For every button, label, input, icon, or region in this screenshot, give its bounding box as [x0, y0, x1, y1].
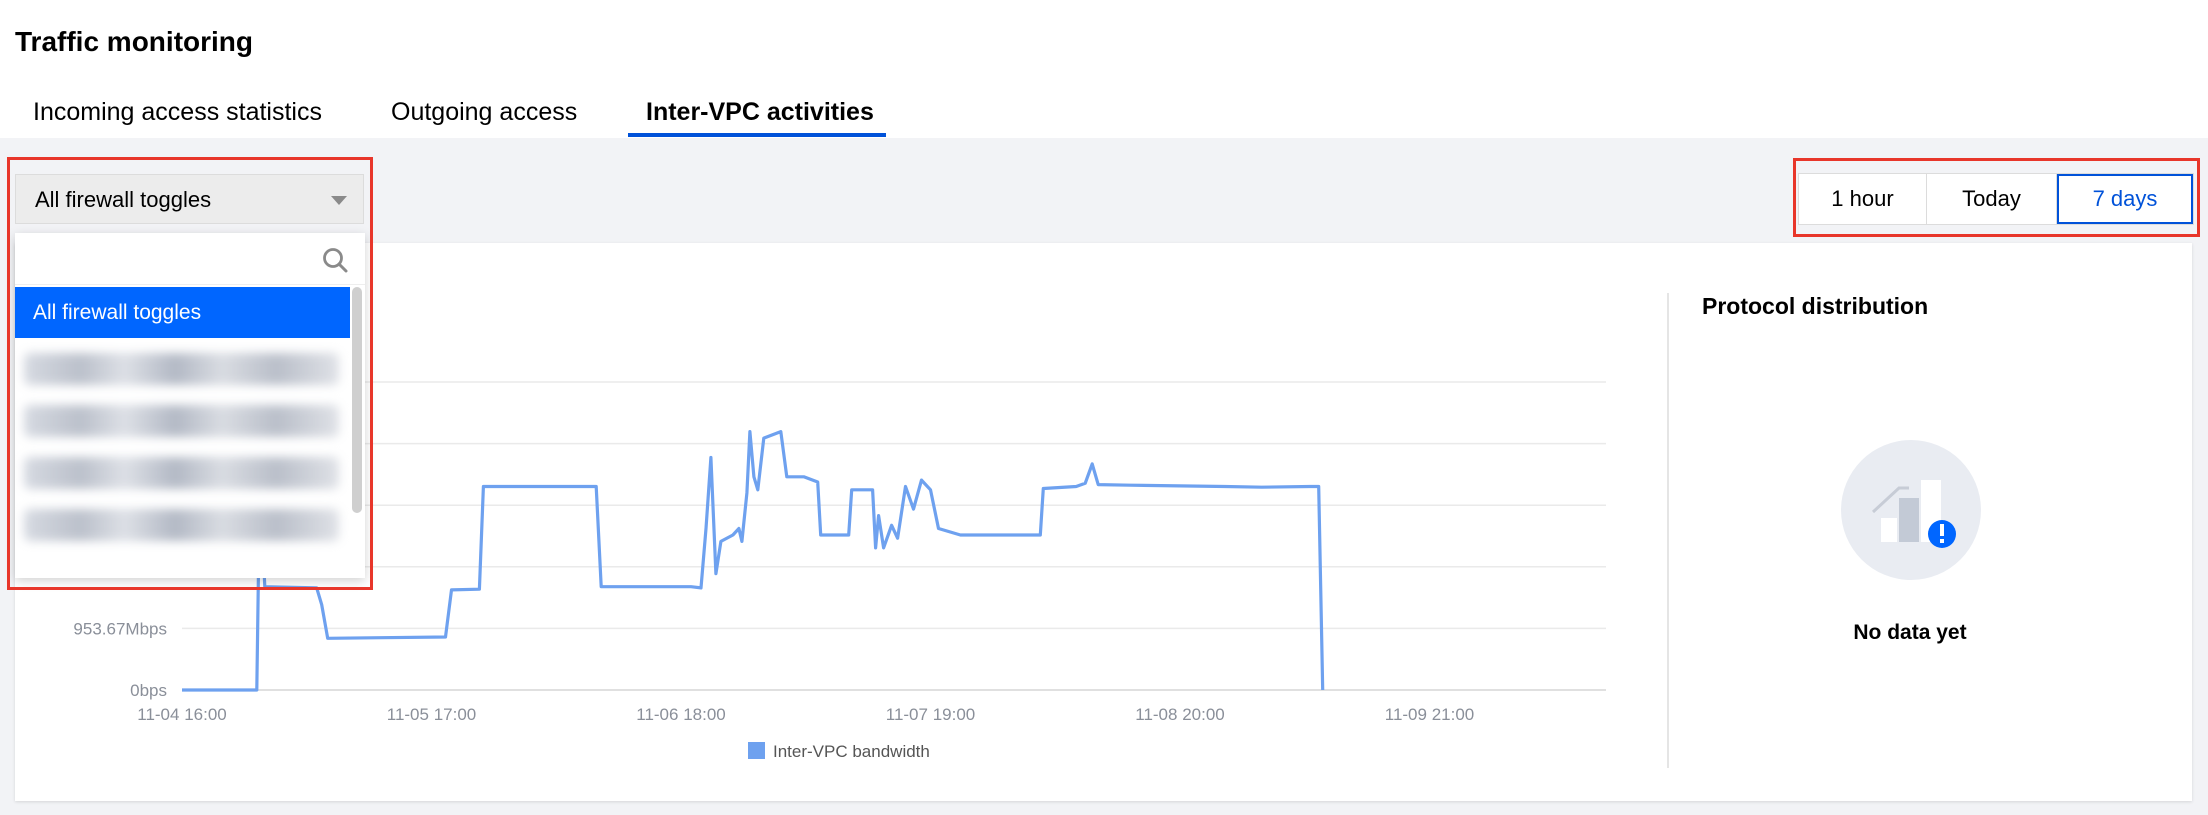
dropdown-option-redacted[interactable] — [24, 509, 339, 541]
no-data-text: No data yet — [1853, 621, 1967, 644]
caret-down-icon — [331, 196, 347, 205]
tab-incoming-access[interactable]: Incoming access statistics — [33, 98, 322, 126]
time-range-7-days-button[interactable]: 7 days — [2057, 174, 2193, 224]
legend-swatch — [748, 742, 765, 759]
highlight-box-time-range — [1793, 158, 2200, 237]
series-line-inter-vpc-bandwidth — [182, 430, 1325, 692]
dropdown-option-all-firewall-toggles[interactable]: All firewall toggles — [15, 287, 350, 338]
page-title: Traffic monitoring — [15, 26, 253, 57]
active-tab-indicator — [628, 133, 886, 137]
firewall-toggle-select[interactable]: All firewall toggles — [15, 174, 364, 224]
dropdown-option-redacted[interactable] — [24, 405, 339, 437]
firewall-toggle-dropdown: All firewall toggles — [15, 233, 365, 578]
dropdown-scrollbar[interactable] — [352, 287, 362, 513]
tab-bar: Incoming access statistics Outgoing acce… — [0, 88, 2208, 138]
x-tick-label: 11-06 18:00 — [636, 705, 725, 724]
dropdown-search-input[interactable] — [15, 233, 365, 285]
x-tick-label: 11-07 19:00 — [886, 705, 975, 724]
tab-inter-vpc-activities[interactable]: Inter-VPC activities — [646, 98, 874, 126]
no-data-icon — [1841, 440, 1981, 580]
time-range-selector: 1 hour Today 7 days — [1798, 173, 2194, 225]
highlight-box-filter — [7, 157, 373, 590]
x-tick-label: 11-05 17:00 — [387, 705, 476, 724]
y-tick-label: 0bps — [130, 681, 167, 700]
y-tick-label: 953.67Mbps — [73, 619, 167, 638]
dropdown-option-redacted[interactable] — [24, 457, 339, 489]
panel-divider — [1667, 293, 1669, 768]
tab-outgoing-access[interactable]: Outgoing access — [391, 98, 578, 126]
legend-label: Inter-VPC bandwidth — [773, 742, 930, 761]
bandwidth-line-chart: 0bps 953.67Mbps 11-04 16:00 11-05 17:00 11-0… — [73, 381, 1606, 761]
time-range-today-button[interactable]: Today — [1927, 174, 2057, 224]
dropdown-option-redacted[interactable] — [24, 353, 339, 385]
select-value: All firewall toggles — [35, 187, 212, 212]
search-icon[interactable] — [321, 246, 349, 274]
x-tick-label: 11-04 16:00 — [137, 705, 226, 724]
time-range-1-hour-button[interactable]: 1 hour — [1799, 174, 1927, 224]
x-tick-label: 11-09 21:00 — [1385, 705, 1474, 724]
x-tick-label: 11-08 20:00 — [1135, 705, 1224, 724]
chart-card: 0bps 953.67Mbps 11-04 16:00 11-05 17:00 11-0… — [15, 243, 2192, 801]
protocol-distribution-title: Protocol distribution — [1702, 293, 1929, 319]
